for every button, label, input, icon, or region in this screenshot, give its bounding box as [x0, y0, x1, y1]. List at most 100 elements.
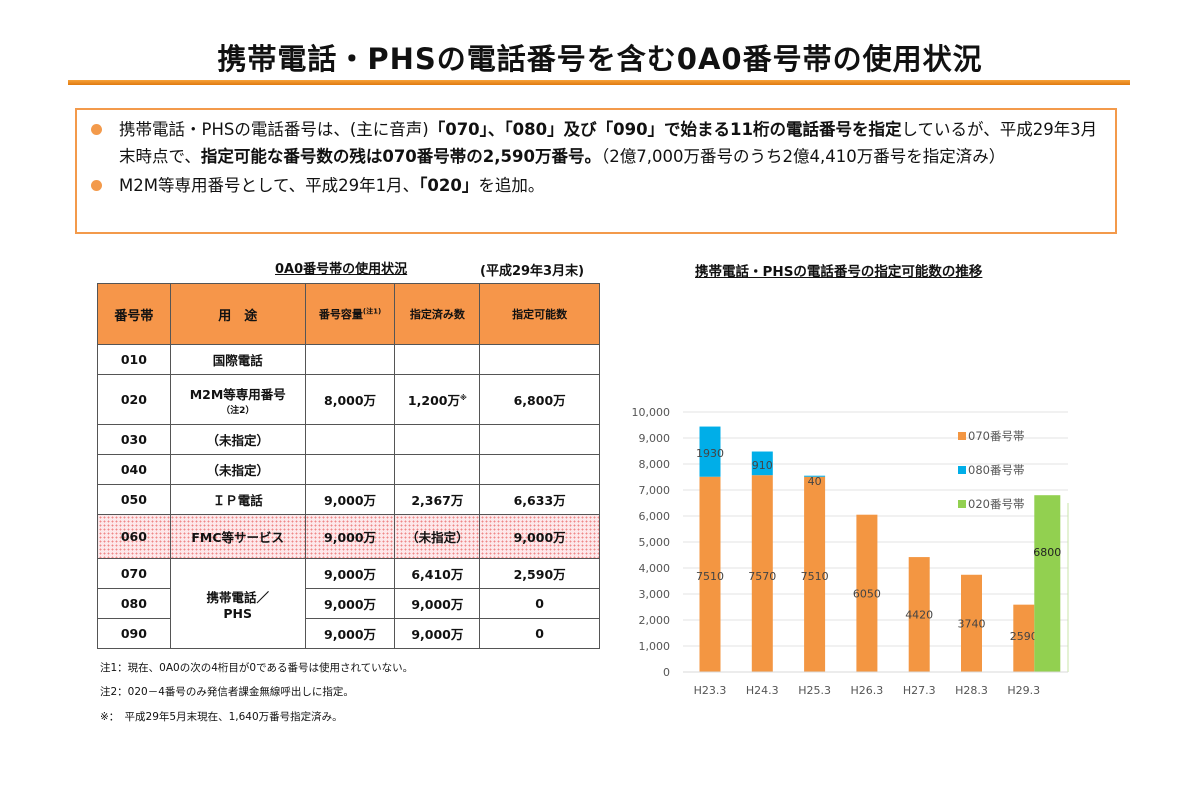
- cell-use-text: （未指定）: [206, 433, 269, 448]
- cell-capacity: 9,000万: [304, 558, 396, 589]
- cell-used: [394, 454, 481, 485]
- data-label-070: 3740: [958, 617, 986, 630]
- footnote-1: 注1：現在、0A0の次の4桁目が0である番号は使用されていない。: [100, 662, 414, 674]
- cell-available: 6,633万: [479, 484, 600, 515]
- cell-available: 9,000万: [479, 514, 600, 559]
- table-row: 010 国際電話: [97, 344, 600, 375]
- x-tick-label: H24.3: [746, 684, 779, 697]
- y-tick-label: 10,000: [632, 406, 671, 419]
- bar-070: [961, 574, 982, 672]
- cell-capacity: 9,000万: [304, 618, 396, 649]
- cell-used: 9,000万: [394, 618, 481, 649]
- cell-band: 010: [97, 344, 171, 375]
- y-tick-label: 0: [663, 666, 670, 679]
- header-capacity: 番号容量(注1): [304, 283, 396, 345]
- table-row: 060 FMC等サービス 9,000万 （未指定） 9,000万: [97, 514, 600, 559]
- y-tick-label: 3,000: [639, 588, 671, 601]
- cell-capacity: [304, 454, 396, 485]
- table-title: 0A0番号帯の使用状況: [275, 262, 408, 277]
- number-band-table: 番号帯 用 途 番号容量(注1) 指定済み数 指定可能数 010 国際電話 020 M…: [97, 283, 600, 649]
- data-label-080: 40: [808, 475, 822, 488]
- legend-label: 080番号帯: [968, 463, 1024, 477]
- bar-080: [804, 475, 826, 477]
- cell-use-text: 携帯電話／PHS: [206, 589, 269, 621]
- cell-band: 040: [97, 454, 171, 485]
- bar-070: [856, 514, 878, 672]
- cell-band: 080: [97, 588, 171, 619]
- bullet-2-text: M2M等専用番号として、平成29年1月、「020」を追加。: [119, 176, 544, 195]
- cell-available: 6,800万: [479, 374, 600, 425]
- footnote-3: ※： 平成29年5月末現在、1,640万番号指定済み。: [100, 711, 343, 723]
- cell-use: ＩＰ電話: [169, 484, 306, 515]
- legend-swatch-icon: [958, 500, 966, 508]
- legend-swatch-icon: [958, 432, 966, 440]
- bullet-segment: 「020」: [419, 176, 479, 195]
- cell-available: [479, 454, 600, 485]
- cell-used: [394, 424, 481, 455]
- cell-used: 1,200万※: [394, 374, 481, 425]
- bullet-segment: を追加。: [478, 176, 545, 195]
- table-row: 050 ＩＰ電話 9,000万 2,367万 6,633万: [97, 484, 600, 515]
- bullet-dot-icon: [91, 180, 102, 191]
- bar-chart: 0 1,000 2,000 3,000 4,000 5,000 6,000 7,000 8,00…: [632, 406, 1069, 697]
- bullet-segment: M2M等専用番号として、平成29年1月、: [119, 176, 420, 195]
- bar-070: [804, 476, 826, 672]
- bar-020: [1034, 495, 1061, 672]
- data-label-070: 4420: [905, 609, 933, 622]
- cell-used: 6,410万: [394, 558, 481, 589]
- bullet-segment: しているが、平成29年3月末時点で、: [119, 120, 1098, 166]
- cell-use: M2M等専用番号 （注2）: [169, 374, 306, 425]
- table-row: 040 （未指定）: [97, 454, 600, 485]
- header-band: 番号帯: [97, 283, 171, 345]
- bullet-1-text: 携帯電話・PHSの電話番号は、(主に音声)「070」、「080」及び「090」で…: [119, 120, 1097, 166]
- cell-use-text: M2M等専用番号: [189, 386, 286, 402]
- cell-use: （未指定）: [169, 424, 306, 455]
- x-tick-label: H28.3: [955, 684, 988, 697]
- cell-used-text: 6,410万: [411, 567, 464, 582]
- header-note: (注1): [362, 307, 382, 316]
- data-label-070: 7510: [801, 570, 829, 583]
- table-row: 070 携帯電話／PHS 9,000万 6,410万 2,590万: [97, 558, 600, 649]
- cell-used: 2,367万: [394, 484, 481, 515]
- table-header: 番号帯 用 途 番号容量(注1) 指定済み数 指定可能数: [97, 283, 600, 345]
- cell-available: 2,590万: [479, 558, 600, 589]
- cell-used: （未指定）: [394, 514, 481, 559]
- cell-band: 020: [97, 374, 171, 425]
- x-tick-label: H26.3: [851, 684, 884, 697]
- cell-used: [394, 344, 481, 375]
- data-label-080: 1930: [696, 447, 724, 460]
- y-tick-label: 9,000: [639, 432, 671, 445]
- y-tick-label: 5,000: [639, 536, 671, 549]
- page-title: 携帯電話・PHSの電話番号を含む0A0番号帯の使用状況: [217, 42, 983, 76]
- bullet-1: 携帯電話・PHSの電話番号は、(主に音声)「070」、「080」及び「090」で…: [91, 116, 1101, 170]
- y-tick-label: 1,000: [639, 640, 671, 653]
- summary-box: 携帯電話・PHSの電話番号は、(主に音声)「070」、「080」及び「090」で…: [75, 108, 1117, 234]
- table-row: 030 （未指定）: [97, 424, 600, 455]
- bullet-dot-icon: [91, 124, 102, 135]
- header-capacity-label: 番号容量: [318, 308, 363, 321]
- x-tick-label: H27.3: [903, 684, 936, 697]
- data-label-070: 6050: [853, 587, 881, 600]
- cell-use: 携帯電話／PHS: [169, 558, 306, 649]
- bullet-segment: 「070」、「080」及び「090」で始まる11桁の電話番号を指定: [428, 120, 902, 139]
- cell-use-text: ＩＰ電話: [212, 493, 263, 508]
- bar-070: [699, 476, 721, 672]
- used-mark: ※: [459, 393, 467, 402]
- cell-use-text: （未指定）: [206, 463, 269, 478]
- table-date: (平成29年3月末): [480, 264, 585, 279]
- cell-band: 050: [97, 484, 171, 515]
- cell-band: 090: [97, 618, 171, 649]
- cell-available: [479, 424, 600, 455]
- cell-use-text: FMC等サービス: [191, 530, 285, 545]
- cell-band: 070: [97, 558, 171, 589]
- bar-080: [699, 426, 721, 477]
- cell-capacity: 8,000万: [304, 374, 396, 425]
- cell-used-text: （未指定）: [406, 530, 469, 545]
- cell-use-text: 国際電話: [212, 353, 263, 368]
- table-row: 080 9,000万 9,000万 0: [97, 588, 600, 619]
- cell-band: 030: [97, 424, 171, 455]
- cell-used: 9,000万: [394, 588, 481, 619]
- header-use: 用 途: [169, 283, 306, 345]
- bar-080: [751, 451, 773, 476]
- title-underline: [68, 80, 1130, 85]
